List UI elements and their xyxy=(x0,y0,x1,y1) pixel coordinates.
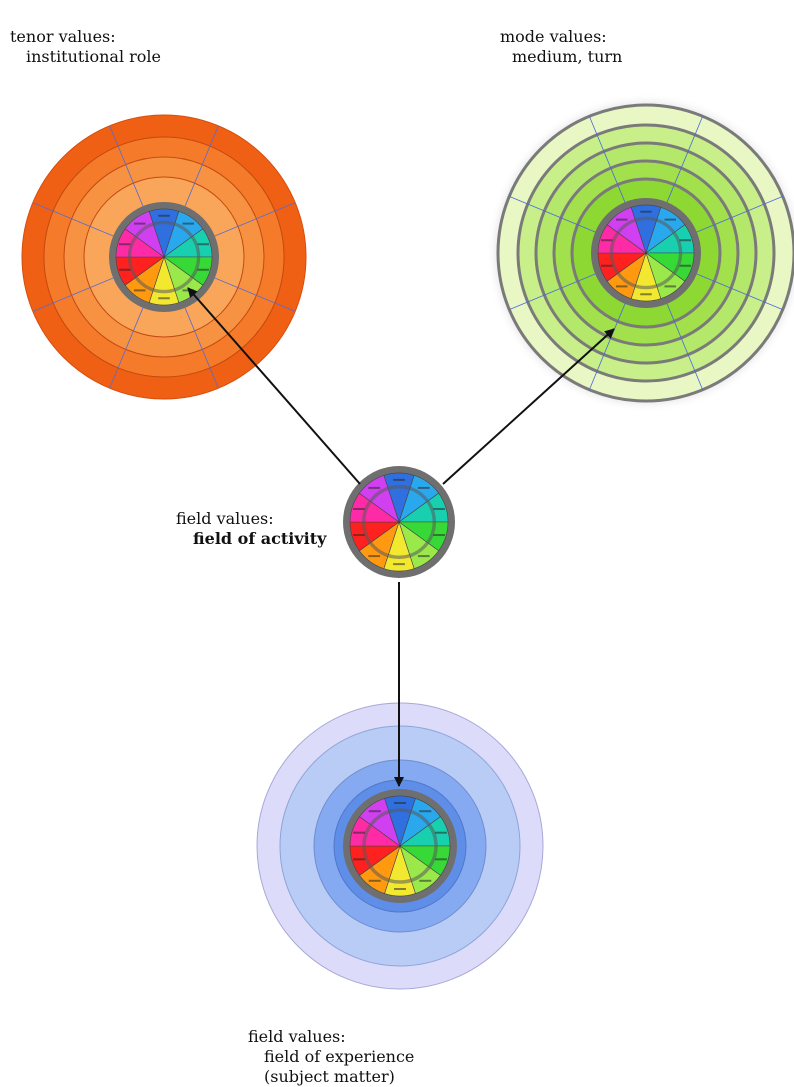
center-wheel-inner-ring xyxy=(362,485,436,559)
experience-wheel-inner-ring xyxy=(362,808,438,884)
center-wheel-segment-text-mark xyxy=(433,534,445,537)
mode-label-line1: mode values: xyxy=(500,27,607,46)
tenor-wheel-segment-text-mark xyxy=(118,268,131,271)
tenor-spoke xyxy=(109,307,144,389)
center-wheel-segment-text-mark xyxy=(368,486,381,489)
tenor-wheel-segment-text-mark xyxy=(133,289,146,292)
mode-spoke xyxy=(509,195,596,233)
experience-wheel-segment-text-mark xyxy=(434,858,447,861)
tenor-wheel-segment-text-mark xyxy=(182,222,195,225)
mode-wheel-segment-text-mark xyxy=(640,293,652,296)
mode-spoke xyxy=(696,195,783,233)
field-activity-line1: field values: xyxy=(176,509,274,528)
tenor-label-line1: tenor values: xyxy=(10,27,116,46)
tenor-spokes xyxy=(32,125,296,389)
mode-wheel-segment-text-mark xyxy=(600,239,613,242)
tenor-wheel-segment-text-mark xyxy=(197,243,210,246)
field-experience-label: field values: field of experience (subje… xyxy=(248,1027,414,1087)
mode-spoke xyxy=(509,273,596,311)
experience-wheel-segment-text-mark xyxy=(419,810,432,813)
field-experience-line1: field values: xyxy=(248,1027,346,1046)
center-wheel-segment-text-mark xyxy=(353,534,365,537)
mode-spoke xyxy=(696,273,783,311)
experience-wheel-segment-text-mark xyxy=(419,879,432,882)
mode-spoke xyxy=(588,116,626,203)
mode-wheel-segment-text-mark xyxy=(615,285,628,288)
field-activity-wheel xyxy=(343,466,455,578)
tenor-wheel-segment-text-mark xyxy=(133,222,146,225)
mode-activity-wheel xyxy=(591,198,701,308)
mode-wheel-segment-text-mark xyxy=(600,264,613,267)
tenor-wheel-segment-text-mark xyxy=(158,214,170,217)
tenor-spoke xyxy=(184,125,219,207)
mode-spokes xyxy=(509,116,783,390)
center-wheel-segment-text-mark xyxy=(368,555,381,558)
tenor-wheel-segment-text-mark xyxy=(158,297,170,300)
mode-spoke xyxy=(588,303,626,390)
center-wheel-segment-text-mark xyxy=(393,563,405,566)
tenor-spoke xyxy=(109,125,144,207)
experience-wheel-segment-text-mark xyxy=(368,810,381,813)
mode-wheel-segment-text-mark xyxy=(664,218,677,221)
mode-wheel-segment-text-mark xyxy=(679,239,692,242)
mode-wheel-inner-ring xyxy=(609,216,683,290)
tenor-spoke xyxy=(214,202,296,237)
arrow-to-mode xyxy=(442,328,615,485)
mode-wheel-segment-text-mark xyxy=(679,264,692,267)
mode-wheel-segment-text-mark xyxy=(664,285,677,288)
tenor-wheel-inner-ring xyxy=(127,220,201,294)
mode-medium-disc xyxy=(486,93,794,413)
experience-wheel-segment-text-mark xyxy=(434,831,447,834)
field-experience-disc xyxy=(256,702,544,990)
mode-spoke xyxy=(666,303,704,390)
field-activity-line2: field of activity xyxy=(193,529,327,548)
mode-wheel-segment-text-mark xyxy=(615,218,628,221)
arrow-to-tenor xyxy=(187,287,361,485)
mode-spoke xyxy=(666,116,704,203)
tenor-activity-wheel xyxy=(109,202,219,312)
tenor-spoke xyxy=(184,307,219,389)
tenor-values-label: tenor values: institutional role xyxy=(10,27,161,67)
tenor-spoke xyxy=(214,277,296,312)
tenor-role-disc xyxy=(21,114,307,400)
experience-wheel-segment-text-mark xyxy=(353,831,366,834)
center-wheel-segment-text-mark xyxy=(433,507,445,510)
center-wheel-segment-text-mark xyxy=(417,555,430,558)
tenor-spoke xyxy=(32,277,114,312)
center-wheel-segment-text-mark xyxy=(393,478,405,481)
mode-wheel-segment-text-mark xyxy=(640,210,652,213)
experience-wheel-segment-text-mark xyxy=(368,879,381,882)
center-wheel-segment-text-mark xyxy=(417,486,430,489)
experience-wheel-segment-text-mark xyxy=(394,888,406,890)
experience-activity-wheel xyxy=(343,789,457,903)
tenor-label-line2: institutional role xyxy=(26,47,162,66)
tenor-wheel-segment-text-mark xyxy=(197,268,210,271)
mode-values-label: mode values: medium, turn xyxy=(500,27,622,67)
experience-wheel-segment-text-mark xyxy=(353,858,366,861)
field-experience-line3: (subject matter) xyxy=(264,1067,395,1086)
tenor-spoke xyxy=(32,202,114,237)
field-activity-label: field values: field of activity xyxy=(176,509,326,549)
center-wheel-segment-text-mark xyxy=(353,507,365,510)
field-experience-line2: field of experience xyxy=(264,1047,415,1066)
mode-label-line2: medium, turn xyxy=(512,47,623,66)
experience-wheel-segment-text-mark xyxy=(394,802,406,804)
tenor-wheel-segment-text-mark xyxy=(118,243,131,246)
